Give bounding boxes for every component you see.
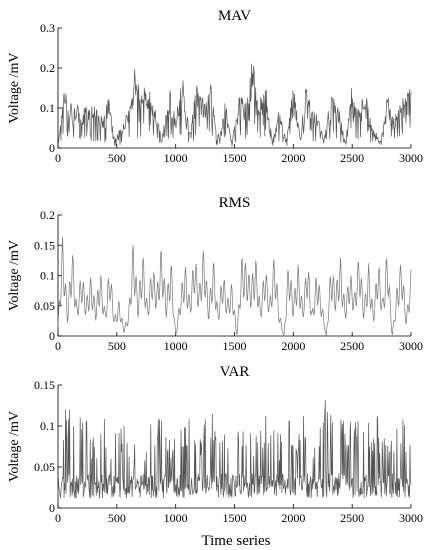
x-tick-label-var: 2000 — [281, 511, 305, 525]
x-tick-label-var: 0 — [55, 511, 61, 525]
y-tick-label-rms: 0.1 — [40, 269, 55, 283]
x-tick-label-rms: 0 — [55, 339, 61, 353]
y-axis-label-mav: Voltage /mV — [7, 53, 22, 124]
series-line-var — [57, 400, 412, 499]
y-axis-label-rms: Voltage /mV — [7, 240, 22, 311]
x-tick-label-rms: 1500 — [223, 339, 247, 353]
x-tick-label-mav: 1000 — [164, 151, 188, 165]
y-tick-label-rms: 0.05 — [34, 299, 55, 313]
x-tick-label-rms: 2500 — [340, 339, 364, 353]
y-tick-label-rms: 0.15 — [34, 238, 55, 252]
x-tick-label-mav: 0 — [55, 151, 61, 165]
x-tick-label-mav: 500 — [108, 151, 126, 165]
x-tick-label-rms: 3000 — [399, 339, 423, 353]
chart-title-var: VAR — [220, 364, 250, 380]
y-tick-label-mav: 0 — [49, 141, 55, 155]
x-tick-label-mav: 2000 — [281, 151, 305, 165]
x-tick-label-var: 1500 — [223, 511, 247, 525]
x-tick-label-rms: 2000 — [281, 339, 305, 353]
x-axis-label: Time series — [201, 533, 270, 549]
chart-title-rms: RMS — [219, 195, 251, 211]
y-axis-label-var: Voltage /mV — [7, 411, 22, 482]
x-tick-label-mav: 3000 — [399, 151, 423, 165]
series-line-mav — [57, 63, 412, 147]
y-tick-label-var: 0.1 — [40, 419, 55, 433]
y-tick-label-var: 0 — [49, 501, 55, 515]
x-tick-label-var: 500 — [108, 511, 126, 525]
x-tick-label-var: 2500 — [340, 511, 364, 525]
x-tick-label-rms: 1000 — [164, 339, 188, 353]
x-tick-label-mav: 1500 — [223, 151, 247, 165]
x-tick-label-var: 1000 — [164, 511, 188, 525]
x-tick-label-mav: 2500 — [340, 151, 364, 165]
y-tick-label-mav: 0.1 — [40, 101, 55, 115]
axes-rms — [57, 215, 411, 337]
y-tick-label-rms: 0.2 — [40, 208, 55, 222]
y-tick-label-rms: 0 — [49, 329, 55, 343]
chart-title-mav: MAV — [218, 8, 251, 24]
y-tick-label-var: 0.05 — [34, 460, 55, 474]
x-tick-label-rms: 500 — [108, 339, 126, 353]
y-tick-label-var: 0.15 — [34, 378, 55, 392]
y-tick-label-mav: 0.3 — [40, 21, 55, 35]
y-tick-label-mav: 0.2 — [40, 61, 55, 75]
series-line-rms — [57, 236, 412, 337]
x-tick-label-var: 3000 — [399, 511, 423, 525]
